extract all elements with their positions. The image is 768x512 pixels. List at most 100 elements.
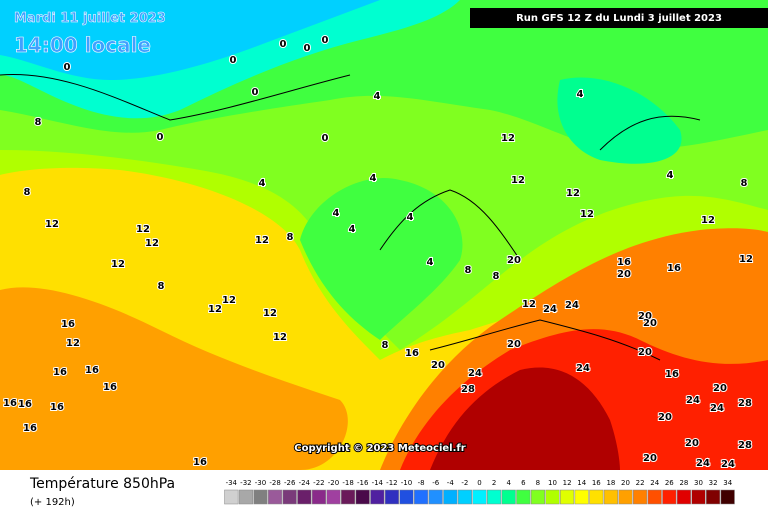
contour-label: 16 <box>61 319 75 330</box>
scale-swatch <box>633 489 648 505</box>
scale-tick-label: -6 <box>432 479 440 487</box>
scale-swatch <box>428 489 443 505</box>
scale-swatch <box>501 489 516 505</box>
scale-tick-label: 22 <box>636 479 645 487</box>
contour-label: 0 <box>64 62 71 73</box>
footer-subtitle: (+ 192h) <box>30 497 75 508</box>
scale-swatch <box>676 489 691 505</box>
scale-tick-label: 2 <box>492 479 496 487</box>
contour-label: 20 <box>431 360 445 371</box>
contour-label: 0 <box>322 133 329 144</box>
scale-swatch <box>384 489 399 505</box>
scale-swatch <box>224 489 239 505</box>
scale-tick-label: -8 <box>418 479 425 487</box>
contour-label: 4 <box>333 208 340 219</box>
scale-swatch <box>662 489 677 505</box>
scale-swatch <box>618 489 633 505</box>
scale-swatch <box>545 489 560 505</box>
scale-tick-label: 10 <box>548 479 557 487</box>
scale-swatch <box>399 489 414 505</box>
contour-label: 4 <box>370 173 377 184</box>
scale-tick-label: -22 <box>313 479 324 487</box>
contour-label: 24 <box>565 300 579 311</box>
scale-tick-label: -2 <box>461 479 468 487</box>
scale-tick-label: -10 <box>401 479 412 487</box>
date-label: Mardi 11 juillet 2023 <box>14 11 166 26</box>
scale-tick-label: 30 <box>694 479 703 487</box>
contour-label: 4 <box>407 212 414 223</box>
contour-label: 12 <box>208 304 222 315</box>
contour-label: 4 <box>427 257 434 268</box>
scale-tick-label: 4 <box>506 479 511 487</box>
contour-label: 28 <box>461 384 475 395</box>
contour-label: 12 <box>273 332 287 343</box>
scale-swatch <box>720 489 735 505</box>
scale-swatch <box>311 489 326 505</box>
zone-green-2 <box>300 178 463 340</box>
scale-tick-label: -12 <box>386 479 397 487</box>
scale-swatch <box>443 489 458 505</box>
contour-label: 0 <box>304 43 311 54</box>
zone-orange-west <box>0 287 348 470</box>
contour-label: 12 <box>222 295 236 306</box>
contour-label: 20 <box>643 318 657 329</box>
run-label: Run GFS 12 Z du Lundi 3 juillet 2023 <box>516 13 722 24</box>
contour-label: 24 <box>468 368 482 379</box>
contour-label: 28 <box>738 398 752 409</box>
contour-label: 0 <box>322 35 329 46</box>
contour-label: 0 <box>230 55 237 66</box>
scale-swatch <box>691 489 706 505</box>
contour-label: 12 <box>255 235 269 246</box>
contour-label: 4 <box>349 224 356 235</box>
scale-tick-label: 32 <box>709 479 718 487</box>
contour-label: 16 <box>617 257 631 268</box>
scale-tick-label: -14 <box>372 479 384 487</box>
scale-tick-label: 0 <box>477 479 481 487</box>
contour-label: 8 <box>382 340 389 351</box>
coastline <box>0 73 701 361</box>
contour-label: 16 <box>193 457 207 468</box>
contour-label: 0 <box>280 39 287 50</box>
contour-label: 12 <box>145 238 159 249</box>
contour-label: 24 <box>543 304 557 315</box>
scale-swatch <box>457 489 472 505</box>
scale-tick-label: -24 <box>299 479 311 487</box>
footer-title: Température 850hPa <box>29 476 175 492</box>
contour-label: 16 <box>665 369 679 380</box>
contour-label: 24 <box>721 459 735 470</box>
copyright: Copyright © 2023 Meteociel.fr <box>294 443 465 454</box>
scale-tick-label: 26 <box>665 479 674 487</box>
contour-label: 28 <box>738 440 752 451</box>
scale-tick-label: -18 <box>342 479 353 487</box>
contour-label: 16 <box>23 423 37 434</box>
contour-label: 8 <box>741 178 748 189</box>
scale-swatch <box>370 489 385 505</box>
scale-tick-label: 18 <box>606 479 615 487</box>
scale-tick-label: -32 <box>240 479 251 487</box>
scale-tick-label: -28 <box>269 479 280 487</box>
scale-swatch <box>487 489 502 505</box>
scale-tick-label: -30 <box>255 479 266 487</box>
scale-tick-label: 8 <box>536 479 540 487</box>
scale-swatch <box>472 489 487 505</box>
scale-swatch <box>706 489 721 505</box>
scale-tick-label: 28 <box>679 479 688 487</box>
scale-swatch <box>253 489 268 505</box>
scale-tick-label: -16 <box>357 479 369 487</box>
contour-label: 8 <box>465 265 472 276</box>
contour-label: 20 <box>617 269 631 280</box>
contour-label: 4 <box>667 170 674 181</box>
contour-label: 8 <box>158 281 165 292</box>
scale-tick-label: -34 <box>226 479 238 487</box>
color-scale: -34 -32 -30 -28 -26 -24 -22 -20 -18 -16 -14 -12 -10-… <box>224 479 735 505</box>
contour-label: 12 <box>580 209 594 220</box>
contour-label: 12 <box>566 188 580 199</box>
contour-label: 16 <box>667 263 681 274</box>
contour-label: 20 <box>685 438 699 449</box>
scale-swatch <box>589 489 604 505</box>
contour-label: 8 <box>24 187 31 198</box>
contour-label: 12 <box>136 224 150 235</box>
contour-label: 0 <box>157 132 164 143</box>
